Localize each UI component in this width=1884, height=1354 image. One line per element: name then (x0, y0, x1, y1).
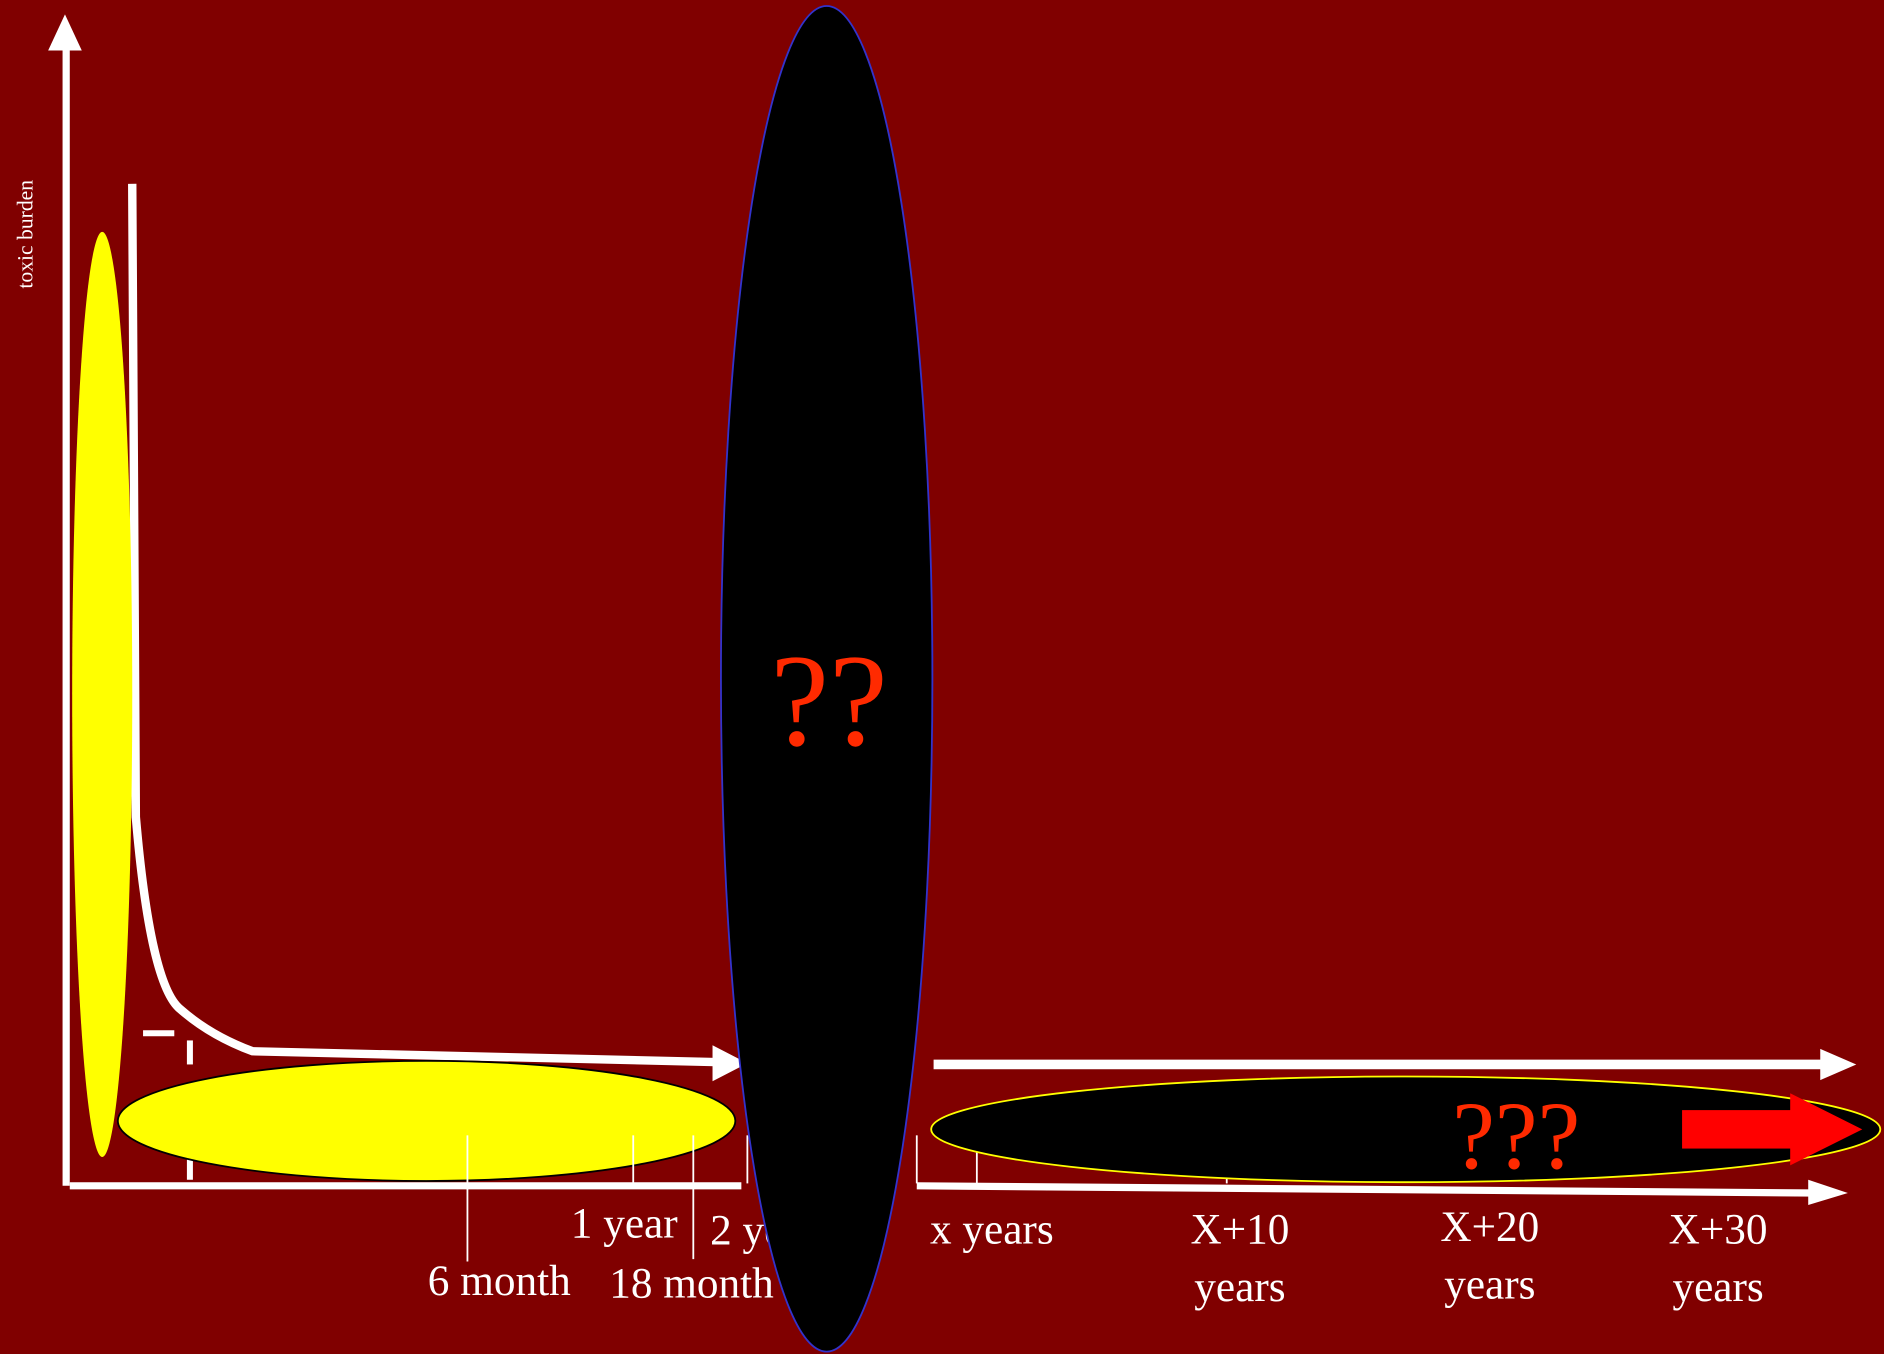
time-label: years (1672, 1263, 1763, 1311)
unknown-mid: ?? (770, 627, 887, 774)
time-label: 1 year (571, 1199, 678, 1247)
time-label: X+10 (1191, 1205, 1290, 1253)
time-label: X+30 (1669, 1205, 1768, 1253)
late-ellipse (930, 1075, 1882, 1184)
red-arrow-head (1790, 1093, 1863, 1166)
acute-ellipse (72, 231, 133, 1157)
x-axis-right (916, 1182, 1815, 1197)
decay-curve (128, 183, 716, 1067)
time-label: 18 month (609, 1260, 774, 1308)
y-axis-label: toxic burden (14, 180, 38, 289)
time-label: years (1444, 1261, 1535, 1309)
unknown-ellipse (720, 5, 934, 1353)
x-axis-arrow (1808, 1179, 1848, 1206)
unknown-late: ??? (1452, 1082, 1580, 1189)
time-label: 6 month (428, 1257, 571, 1305)
curve-arrow (712, 1045, 748, 1082)
upper-arrow (1820, 1048, 1857, 1081)
y-axis-arrow (48, 14, 82, 51)
time-label: X+20 (1440, 1203, 1539, 1251)
red-arrow-body (1682, 1110, 1793, 1149)
time-label: x years (930, 1205, 1054, 1253)
time-label: years (1194, 1263, 1285, 1311)
early-ellipse (116, 1059, 737, 1182)
